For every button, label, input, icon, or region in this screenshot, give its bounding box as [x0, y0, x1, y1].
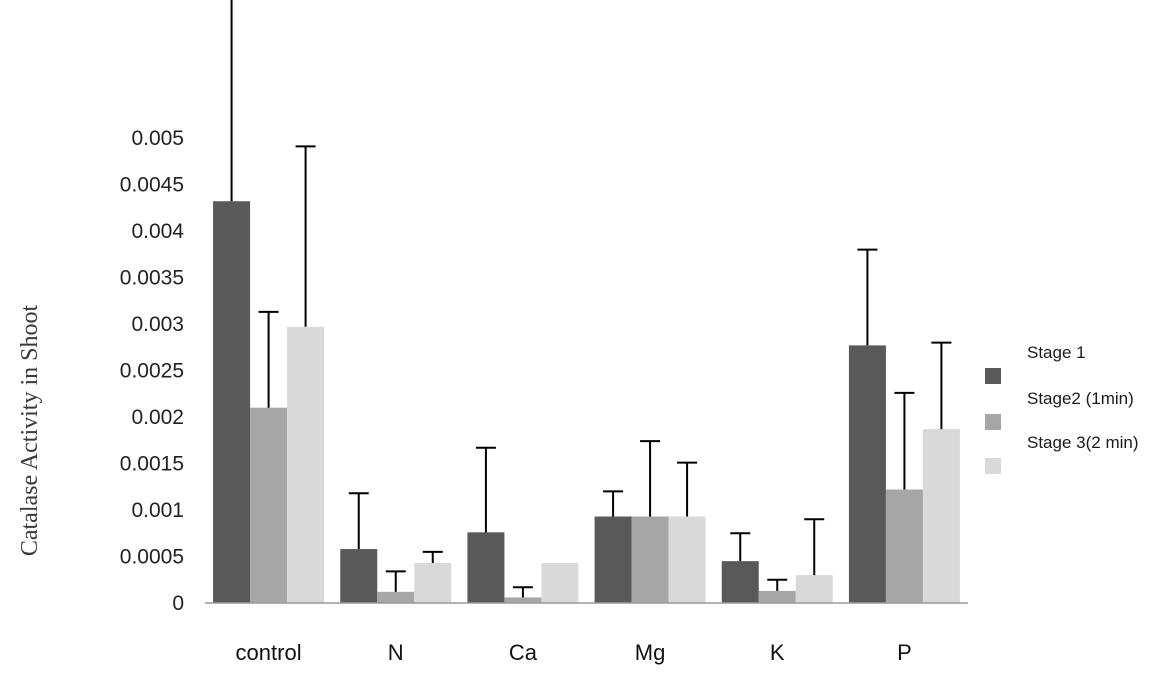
bar-mg-series-1 — [594, 516, 632, 603]
legend-swatch — [985, 414, 1001, 430]
y-axis-label: Catalase Activity in Shoot — [17, 305, 43, 557]
y-tick-labels: 0 0.0005 0.001 0.0015 0.002 0.0025 0.003 0.0035… — [120, 127, 185, 615]
error-bar — [475, 446, 496, 533]
legend-swatch — [985, 368, 1001, 384]
y-tick-label: 0.0015 — [120, 453, 184, 476]
legend-item: Stage 3(2 min) — [985, 433, 1139, 474]
x-tick-label: control — [236, 640, 302, 665]
y-tick-label: 0.0035 — [120, 267, 184, 290]
bar-control-series-1 — [213, 201, 251, 604]
bar-p-series-1 — [848, 345, 886, 603]
bars-group — [213, 201, 960, 604]
y-tick-label: 0 — [172, 592, 184, 615]
bar-mg-series-2 — [631, 516, 669, 603]
x-tick-label: Mg — [635, 640, 666, 665]
x-tick-label: Ca — [509, 640, 538, 665]
error-bar — [931, 341, 952, 430]
y-tick-label: 0.0025 — [120, 360, 184, 383]
error-bar — [258, 310, 279, 408]
bar-k-series-3 — [795, 575, 833, 603]
bar-k-series-1 — [721, 561, 759, 603]
legend-label: Stage2 (1min) — [1027, 389, 1134, 408]
legend-swatch — [985, 458, 1001, 474]
error-bar — [385, 570, 406, 592]
y-tick-label: 0.0045 — [120, 174, 184, 197]
y-tick-label: 0.001 — [131, 499, 184, 522]
x-tick-label: K — [770, 640, 785, 665]
error-bar — [295, 145, 316, 327]
bar-p-series-3 — [922, 429, 960, 603]
error-bar — [603, 490, 624, 517]
error-bar — [348, 492, 369, 550]
error-bars-group — [230, 0, 952, 598]
x-tick-label: N — [388, 640, 404, 665]
bar-ca-series-1 — [467, 532, 505, 603]
error-bar — [894, 391, 915, 490]
bar-control-series-2 — [250, 407, 288, 603]
error-bar — [677, 461, 698, 517]
y-tick-label: 0.005 — [131, 127, 184, 150]
bar-n-series-2 — [377, 591, 415, 603]
bar-n-series-1 — [340, 549, 378, 603]
error-bar — [804, 518, 825, 576]
x-tick-label: P — [897, 640, 912, 665]
bar-ca-series-3 — [541, 563, 579, 603]
y-tick-label: 0.002 — [131, 406, 184, 429]
bar-p-series-2 — [885, 489, 923, 603]
error-bar — [512, 586, 533, 598]
bar-control-series-3 — [287, 326, 325, 603]
legend-item: Stage 1 — [985, 343, 1086, 384]
legend-item: Stage2 (1min) — [985, 389, 1134, 430]
error-bar — [767, 578, 788, 591]
error-bar — [422, 550, 443, 564]
x-tick-labels: control N Ca Mg K P — [236, 640, 912, 665]
bar-k-series-2 — [758, 590, 796, 603]
error-bar — [857, 248, 878, 346]
y-tick-label: 0.004 — [131, 220, 184, 243]
bar-ca-series-2 — [504, 597, 542, 603]
legend: Stage 1 Stage2 (1min) Stage 3(2 min) — [985, 343, 1139, 474]
legend-label: Stage 1 — [1027, 343, 1086, 362]
bar-n-series-3 — [414, 563, 452, 603]
error-bar — [730, 532, 751, 562]
bar-mg-series-3 — [668, 516, 706, 603]
error-bar — [230, 0, 233, 202]
legend-label: Stage 3(2 min) — [1027, 433, 1139, 452]
y-tick-label: 0.0005 — [120, 546, 184, 569]
error-bar — [640, 440, 661, 517]
y-tick-label: 0.003 — [131, 313, 184, 336]
